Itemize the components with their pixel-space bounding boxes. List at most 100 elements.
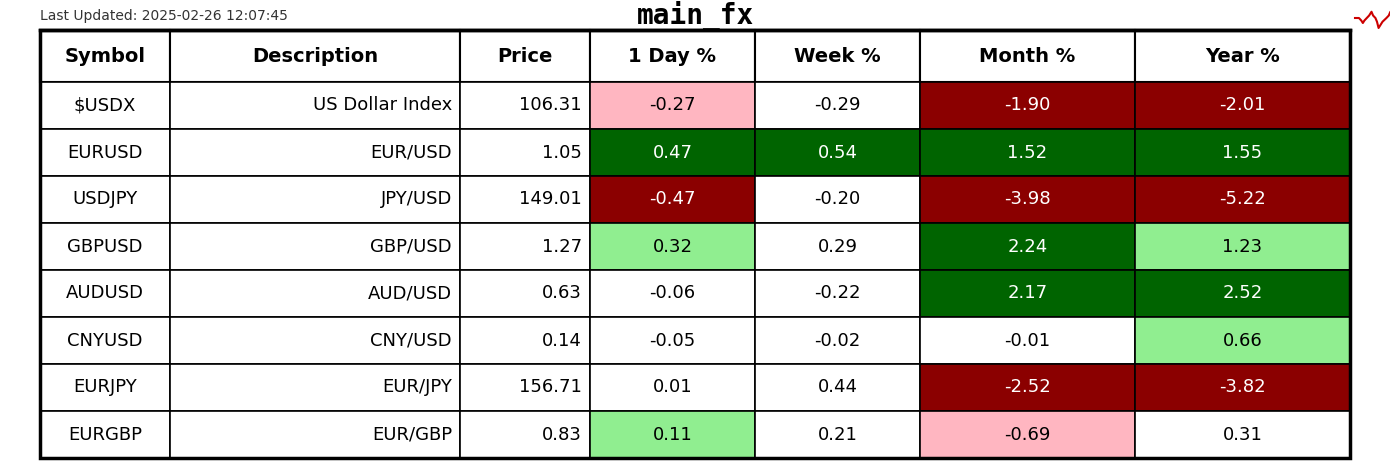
Text: Week %: Week %	[794, 47, 881, 65]
Text: 0.29: 0.29	[817, 237, 858, 256]
Text: -0.29: -0.29	[815, 96, 860, 115]
Text: Description: Description	[252, 47, 378, 65]
Bar	[40, 411, 170, 458]
Text: -0.06: -0.06	[649, 284, 695, 303]
Text: 0.21: 0.21	[817, 425, 858, 444]
Text: Month %: Month %	[980, 47, 1076, 65]
Text: JPY/USD: JPY/USD	[381, 190, 452, 209]
Text: 1.52: 1.52	[1008, 143, 1048, 162]
Bar	[40, 364, 170, 411]
Bar	[589, 129, 755, 176]
Bar	[40, 223, 170, 270]
Bar	[589, 364, 755, 411]
Text: EURJPY: EURJPY	[74, 378, 136, 397]
Bar	[40, 30, 170, 82]
Text: US Dollar Index: US Dollar Index	[313, 96, 452, 115]
Bar	[920, 223, 1136, 270]
Bar	[170, 176, 460, 223]
Text: -0.47: -0.47	[649, 190, 696, 209]
Bar	[170, 317, 460, 364]
Bar	[755, 129, 920, 176]
Text: 2.52: 2.52	[1222, 284, 1262, 303]
Text: -0.69: -0.69	[1005, 425, 1051, 444]
Bar	[755, 270, 920, 317]
Text: Last Updated: 2025-02-26 12:07:45: Last Updated: 2025-02-26 12:07:45	[40, 9, 288, 23]
Bar	[755, 411, 920, 458]
Text: Symbol: Symbol	[64, 47, 146, 65]
Bar	[40, 270, 170, 317]
Text: EUR/JPY: EUR/JPY	[382, 378, 452, 397]
Bar	[40, 176, 170, 223]
Bar	[1136, 317, 1350, 364]
Text: AUDUSD: AUDUSD	[65, 284, 145, 303]
Text: main_fx: main_fx	[637, 1, 753, 31]
Text: 1.23: 1.23	[1222, 237, 1262, 256]
Bar	[460, 364, 589, 411]
Text: 1.55: 1.55	[1222, 143, 1262, 162]
Text: 0.63: 0.63	[542, 284, 582, 303]
Bar	[1136, 82, 1350, 129]
Text: -1.90: -1.90	[1005, 96, 1051, 115]
Bar	[920, 82, 1136, 129]
Bar	[589, 82, 755, 129]
Bar	[170, 30, 460, 82]
Text: Price: Price	[498, 47, 553, 65]
Bar	[755, 82, 920, 129]
Text: -0.22: -0.22	[815, 284, 860, 303]
Bar	[170, 223, 460, 270]
Text: 0.54: 0.54	[817, 143, 858, 162]
Text: 156.71: 156.71	[518, 378, 582, 397]
Text: EUR/USD: EUR/USD	[370, 143, 452, 162]
Bar	[460, 223, 589, 270]
Text: 0.83: 0.83	[542, 425, 582, 444]
Text: USDJPY: USDJPY	[72, 190, 138, 209]
Bar	[1136, 270, 1350, 317]
Bar	[920, 30, 1136, 82]
Bar	[460, 317, 589, 364]
Text: 0.32: 0.32	[652, 237, 692, 256]
Bar	[589, 317, 755, 364]
Bar	[1136, 364, 1350, 411]
Bar	[170, 270, 460, 317]
Text: 2.17: 2.17	[1008, 284, 1048, 303]
Text: -0.27: -0.27	[649, 96, 696, 115]
Bar	[1136, 176, 1350, 223]
Bar	[589, 411, 755, 458]
Bar	[460, 411, 589, 458]
Bar	[755, 364, 920, 411]
Text: 1.05: 1.05	[542, 143, 582, 162]
Bar	[170, 82, 460, 129]
Bar	[1136, 223, 1350, 270]
Text: -0.05: -0.05	[649, 331, 695, 350]
Bar	[460, 176, 589, 223]
Text: 149.01: 149.01	[520, 190, 582, 209]
Bar	[920, 176, 1136, 223]
Text: -3.82: -3.82	[1219, 378, 1266, 397]
Bar	[589, 176, 755, 223]
Text: -0.01: -0.01	[1005, 331, 1051, 350]
Text: 106.31: 106.31	[520, 96, 582, 115]
Bar	[755, 30, 920, 82]
Text: 1 Day %: 1 Day %	[628, 47, 716, 65]
Bar	[589, 223, 755, 270]
Bar	[920, 270, 1136, 317]
Text: 0.01: 0.01	[653, 378, 692, 397]
Text: 0.31: 0.31	[1223, 425, 1262, 444]
Bar	[589, 270, 755, 317]
Text: 0.66: 0.66	[1223, 331, 1262, 350]
Text: Year %: Year %	[1205, 47, 1280, 65]
Bar	[170, 129, 460, 176]
Bar	[460, 30, 589, 82]
Bar	[40, 82, 170, 129]
Text: EURGBP: EURGBP	[68, 425, 142, 444]
Bar	[460, 270, 589, 317]
Bar	[40, 129, 170, 176]
Text: EURUSD: EURUSD	[67, 143, 143, 162]
Text: 0.14: 0.14	[542, 331, 582, 350]
Bar	[920, 317, 1136, 364]
Text: -2.52: -2.52	[1004, 378, 1051, 397]
Bar	[460, 129, 589, 176]
Text: -0.20: -0.20	[815, 190, 860, 209]
Bar	[1136, 411, 1350, 458]
Bar	[920, 364, 1136, 411]
